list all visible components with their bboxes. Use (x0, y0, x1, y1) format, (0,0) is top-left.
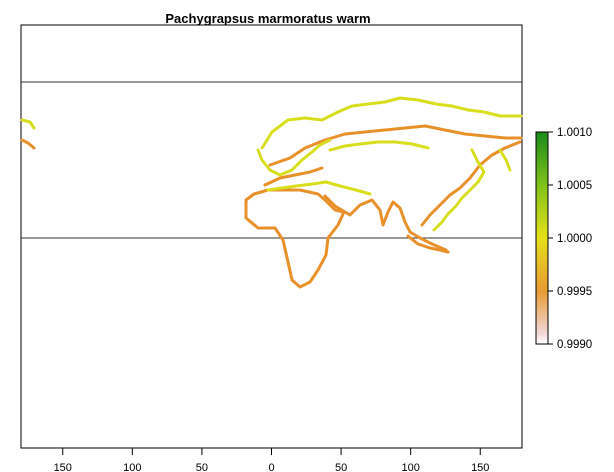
coast-alaska (20, 118, 36, 130)
coast-orange-layer (20, 124, 523, 289)
coast-indonesia (406, 234, 450, 254)
coast-eurasia-north (268, 124, 523, 167)
coast-europe (256, 138, 332, 177)
coast-africa (244, 188, 346, 289)
legend-colorbar (535, 131, 549, 345)
x-tick-label: 50 (335, 462, 347, 472)
coast-black-sea (263, 166, 324, 187)
coast-yellow-layer (20, 96, 523, 232)
x-axis: 150 100 50 0 50 100 150 (54, 448, 489, 472)
legend-tick-label: 1.0005 (557, 180, 592, 192)
legend-tick-label: 0.9990 (557, 339, 592, 351)
coast-arctic (260, 96, 523, 150)
coast-central-asia (328, 140, 430, 152)
x-tick-label: 50 (196, 462, 208, 472)
legend-tick-label: 1.0000 (557, 233, 592, 245)
coast-mediterranean (266, 180, 372, 196)
legend-tick-label: 1.0010 (557, 127, 592, 139)
coast-east-asia (420, 140, 522, 227)
legend-tick-label: 0.9995 (557, 286, 592, 298)
x-tick-label: 150 (54, 462, 72, 472)
x-tick-label: 0 (268, 462, 274, 472)
legend-ticks: 1.0010 1.0005 1.0000 0.9995 0.9990 (548, 127, 592, 351)
chart-title: Pachygrapsus marmoratus warm (165, 11, 370, 26)
x-tick-label: 150 (471, 462, 489, 472)
x-tick-label: 100 (401, 462, 419, 472)
coast-southeast-asia (432, 148, 486, 232)
coast-japan (498, 148, 512, 172)
coast-south-asia (323, 194, 448, 252)
map-panel-frame (20, 24, 523, 449)
coast-alaska-south (20, 138, 36, 150)
x-tick-label: 100 (123, 462, 141, 472)
